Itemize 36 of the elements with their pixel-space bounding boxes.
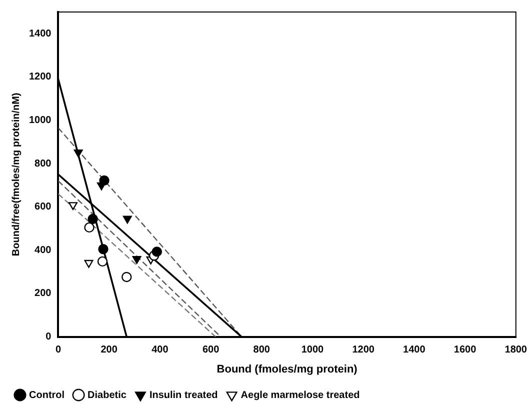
point xyxy=(122,272,132,282)
legend-label: Aegle marmelose treated xyxy=(240,390,360,401)
point xyxy=(98,244,108,254)
x-tick-label: 1800 xyxy=(504,344,528,356)
point xyxy=(99,175,110,186)
x-tick-label: 200 xyxy=(100,344,118,356)
point xyxy=(84,260,94,268)
point xyxy=(68,202,78,210)
y-axis-title: Bound/free(fmoles/mg protein/nM) xyxy=(10,92,22,256)
point xyxy=(88,214,98,224)
point xyxy=(84,222,94,233)
y-tick-label: 1200 xyxy=(28,72,52,83)
point xyxy=(74,149,83,158)
legend-label: Diabetic xyxy=(88,390,127,401)
x-tick-label: 600 xyxy=(202,344,220,356)
y-tick-label: 1000 xyxy=(28,115,52,126)
y-tick-label: 400 xyxy=(34,244,52,256)
x-tick-label: 0 xyxy=(55,344,62,356)
point xyxy=(97,256,108,267)
y-tick-label: 1400 xyxy=(28,28,52,40)
x-axis-title: Bound (fmoles/mg protein) xyxy=(216,363,358,376)
legend-label: Insulin treated xyxy=(149,390,218,401)
point xyxy=(122,216,132,224)
x-tick-label: 1400 xyxy=(403,344,426,356)
x-tick-label: 1600 xyxy=(454,344,477,356)
y-tick-label: 0 xyxy=(46,332,52,343)
y-tick-label: 200 xyxy=(34,288,52,300)
x-tick-label: 1000 xyxy=(301,344,324,356)
y-tick-label: 600 xyxy=(34,202,52,213)
legend-label: Control xyxy=(29,390,65,401)
x-tick-label: 800 xyxy=(253,344,270,356)
x-tick-label: 400 xyxy=(152,344,169,356)
y-tick-label: 800 xyxy=(34,158,52,170)
x-tick-label: 1200 xyxy=(352,344,375,356)
point xyxy=(132,256,142,264)
point xyxy=(152,246,162,257)
